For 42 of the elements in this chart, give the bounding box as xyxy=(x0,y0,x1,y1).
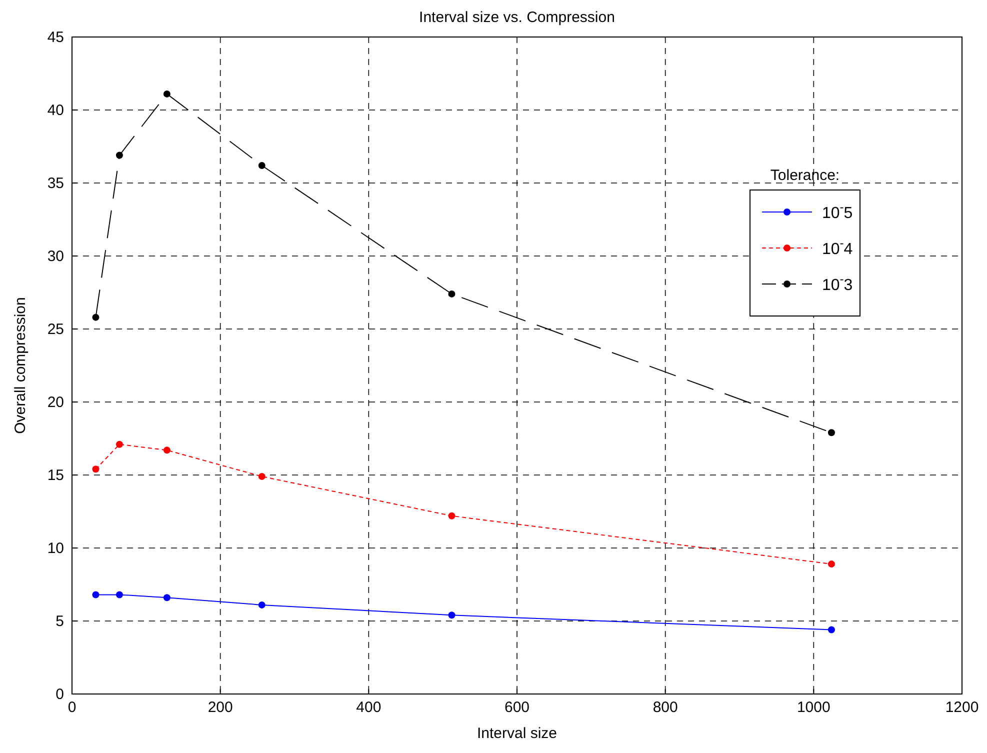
x-tick-label: 800 xyxy=(652,699,678,716)
point xyxy=(116,152,123,159)
y-tick-label: 35 xyxy=(47,175,64,192)
point xyxy=(163,90,170,98)
point xyxy=(828,626,835,634)
x-tick-label: 0 xyxy=(68,699,76,716)
point xyxy=(92,591,100,598)
x-tick-label: 600 xyxy=(504,699,530,716)
x-tick-label: 1000 xyxy=(796,699,830,716)
y-tick-label: 5 xyxy=(56,613,64,630)
x-tick-label: 400 xyxy=(356,699,382,716)
y-tick-label: 25 xyxy=(47,321,64,338)
point xyxy=(448,290,456,298)
y-tick-label: 15 xyxy=(47,467,64,484)
legend-title: Tolerance: xyxy=(770,167,840,184)
y-axis-title: Overall compression xyxy=(12,297,29,434)
legend-label: 10$^{-}$5 xyxy=(822,200,853,222)
y-tick-label: 45 xyxy=(47,29,64,46)
y-tick-label: 10 xyxy=(47,540,64,557)
y-tick-label: 20 xyxy=(47,394,64,411)
legend-label: 10$^{-}$3 xyxy=(822,272,853,294)
point xyxy=(163,446,170,454)
point xyxy=(448,512,456,520)
point xyxy=(828,560,835,568)
legend-label: 10$^{-}$4 xyxy=(822,236,853,258)
point xyxy=(448,612,456,619)
y-tick-label: 30 xyxy=(47,248,64,265)
point xyxy=(116,591,123,598)
point xyxy=(258,472,266,480)
y-tick-label: 0 xyxy=(56,686,64,703)
point xyxy=(258,601,266,608)
y-tick-label: 40 xyxy=(47,102,64,119)
point xyxy=(258,162,266,169)
point xyxy=(163,594,170,602)
x-axis-title: Interval size xyxy=(476,725,558,742)
x-tick-label: 200 xyxy=(208,699,233,716)
point xyxy=(828,429,835,436)
point xyxy=(92,466,100,473)
point xyxy=(92,314,100,321)
x-tick-label: 1200 xyxy=(945,699,979,716)
point xyxy=(116,440,123,448)
chart-title: Interval size vs. Compression xyxy=(419,9,615,26)
